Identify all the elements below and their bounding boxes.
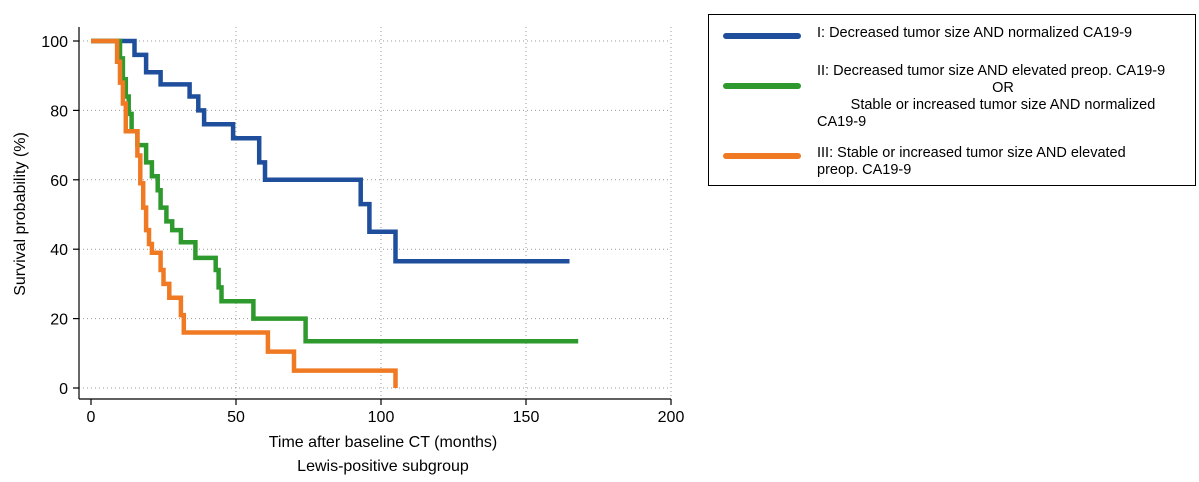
x-tick-label: 200	[658, 409, 685, 426]
chart-subtitle: Lewis-positive subgroup	[297, 458, 469, 475]
y-tick-label: 0	[59, 381, 68, 398]
series-line-2	[91, 38, 579, 344]
legend-2-line-1: II: Decreased tumor size AND elevated pr…	[817, 63, 1166, 79]
y-tick-label: 100	[41, 34, 68, 51]
survival-chart: 0 50 100 150 200 0 20 40 60 80 100 Time after base…	[12, 27, 684, 475]
x-tick-label: 150	[513, 409, 540, 426]
legend-label-2: II: Decreased tumor size AND elevated pr…	[817, 63, 1189, 131]
x-tick-label: 50	[227, 409, 245, 426]
y-tick-label: 20	[50, 312, 68, 329]
x-tick-label: 0	[87, 409, 96, 426]
legend-2-line-3: Stable or increased tumor size AND norma…	[850, 97, 1156, 113]
series-lines	[91, 38, 579, 388]
y-axis-label: Survival probability (%)	[12, 132, 29, 296]
grid-lines	[79, 27, 672, 399]
legend-3-line-2: preop. CA19-9	[817, 162, 912, 178]
ticks: 0 50 100 150 200 0 20 40 60 80 100	[41, 34, 684, 426]
legend: I: Decreased tumor size AND normalized C…	[708, 14, 1196, 186]
y-tick-label: 40	[50, 242, 68, 259]
legend-label-1: I: Decreased tumor size AND normalized C…	[817, 25, 1189, 42]
x-axis-label: Time after baseline CT (months)	[269, 434, 498, 451]
legend-2-line-4: CA19-9	[817, 114, 867, 130]
legend-1-line-1: I: Decreased tumor size AND normalized C…	[817, 25, 1133, 41]
legend-swatch-2	[723, 83, 801, 89]
y-tick-label: 80	[50, 103, 68, 120]
y-tick-label: 60	[50, 173, 68, 190]
series-line-1	[91, 38, 570, 264]
legend-2-line-2: OR	[992, 80, 1014, 96]
legend-swatch-3	[723, 153, 801, 159]
legend-3-line-1: III: Stable or increased tumor size AND …	[817, 145, 1126, 161]
legend-swatch-1	[723, 33, 801, 39]
series-line-3	[91, 38, 398, 388]
axes	[78, 27, 671, 400]
x-tick-label: 100	[368, 409, 395, 426]
legend-label-3: III: Stable or increased tumor size AND …	[817, 145, 1189, 179]
